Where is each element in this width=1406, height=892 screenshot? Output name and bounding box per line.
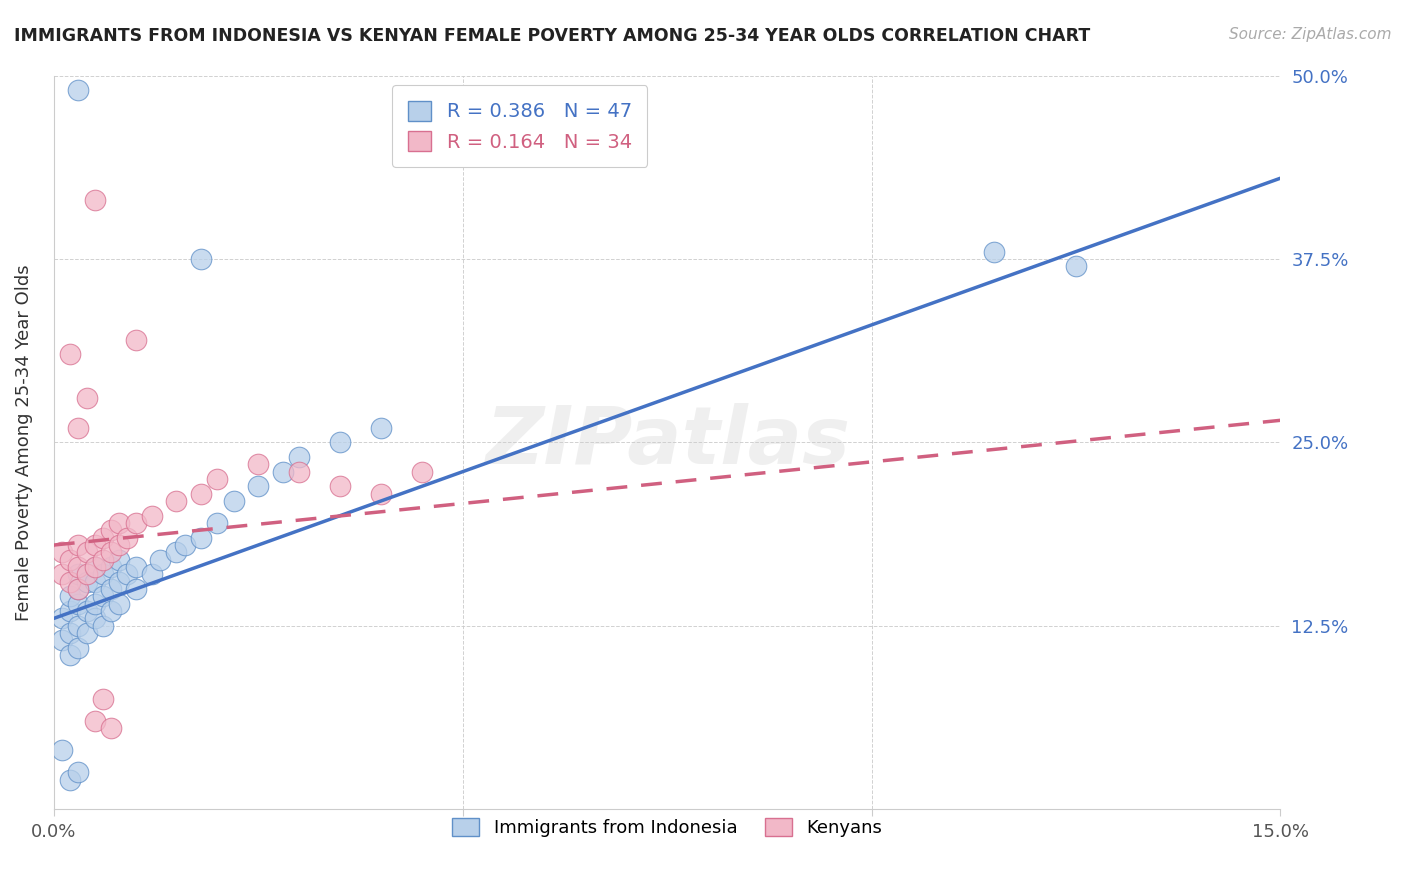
- Point: [76, 626, 98, 640]
- Point: [100, 582, 122, 596]
- Point: [271, 465, 294, 479]
- Point: [83, 193, 105, 207]
- Point: [67, 597, 90, 611]
- Point: [51, 743, 73, 757]
- Point: [100, 545, 122, 559]
- Point: [91, 531, 114, 545]
- Point: [67, 765, 90, 780]
- Point: [100, 524, 122, 538]
- Point: [51, 633, 73, 648]
- Point: [190, 252, 212, 266]
- Point: [108, 552, 131, 566]
- Point: [108, 538, 131, 552]
- Point: [83, 538, 105, 552]
- Point: [207, 516, 229, 530]
- Point: [370, 486, 392, 500]
- Point: [83, 560, 105, 574]
- Point: [983, 244, 1005, 259]
- Point: [91, 692, 114, 706]
- Point: [166, 545, 188, 559]
- Point: [51, 545, 73, 559]
- Y-axis label: Female Poverty Among 25-34 Year Olds: Female Poverty Among 25-34 Year Olds: [15, 264, 32, 621]
- Point: [329, 479, 352, 493]
- Point: [124, 333, 146, 347]
- Point: [91, 552, 114, 566]
- Point: [100, 604, 122, 618]
- Point: [117, 567, 139, 582]
- Point: [67, 83, 90, 97]
- Point: [67, 582, 90, 596]
- Point: [59, 552, 82, 566]
- Point: [288, 465, 311, 479]
- Point: [59, 347, 82, 361]
- Point: [173, 538, 195, 552]
- Point: [83, 714, 105, 728]
- Point: [67, 618, 90, 632]
- Point: [247, 479, 270, 493]
- Point: [83, 611, 105, 625]
- Point: [76, 545, 98, 559]
- Point: [67, 538, 90, 552]
- Point: [59, 626, 82, 640]
- Point: [1064, 259, 1087, 273]
- Text: Source: ZipAtlas.com: Source: ZipAtlas.com: [1229, 27, 1392, 42]
- Point: [59, 590, 82, 604]
- Point: [329, 435, 352, 450]
- Point: [59, 648, 82, 662]
- Point: [59, 772, 82, 787]
- Point: [141, 508, 163, 523]
- Legend: Immigrants from Indonesia, Kenyans: Immigrants from Indonesia, Kenyans: [446, 810, 889, 844]
- Point: [370, 420, 392, 434]
- Point: [100, 722, 122, 736]
- Point: [108, 597, 131, 611]
- Point: [288, 450, 311, 464]
- Point: [67, 567, 90, 582]
- Point: [67, 582, 90, 596]
- Point: [91, 590, 114, 604]
- Point: [149, 552, 172, 566]
- Point: [207, 472, 229, 486]
- Point: [83, 560, 105, 574]
- Point: [141, 567, 163, 582]
- Point: [190, 486, 212, 500]
- Point: [166, 494, 188, 508]
- Point: [190, 531, 212, 545]
- Point: [100, 560, 122, 574]
- Point: [76, 574, 98, 589]
- Text: ZIPatlas: ZIPatlas: [485, 403, 849, 482]
- Point: [247, 458, 270, 472]
- Point: [222, 494, 245, 508]
- Point: [83, 574, 105, 589]
- Point: [411, 465, 433, 479]
- Point: [51, 611, 73, 625]
- Point: [124, 560, 146, 574]
- Point: [67, 640, 90, 655]
- Text: IMMIGRANTS FROM INDONESIA VS KENYAN FEMALE POVERTY AMONG 25-34 YEAR OLDS CORRELA: IMMIGRANTS FROM INDONESIA VS KENYAN FEMA…: [14, 27, 1090, 45]
- Point: [124, 516, 146, 530]
- Point: [51, 567, 73, 582]
- Point: [59, 604, 82, 618]
- Point: [91, 618, 114, 632]
- Point: [117, 531, 139, 545]
- Point: [108, 516, 131, 530]
- Point: [91, 567, 114, 582]
- Point: [76, 567, 98, 582]
- Point: [76, 604, 98, 618]
- Point: [124, 582, 146, 596]
- Point: [67, 420, 90, 434]
- Point: [83, 597, 105, 611]
- Point: [108, 574, 131, 589]
- Point: [59, 574, 82, 589]
- Point: [76, 392, 98, 406]
- Point: [67, 560, 90, 574]
